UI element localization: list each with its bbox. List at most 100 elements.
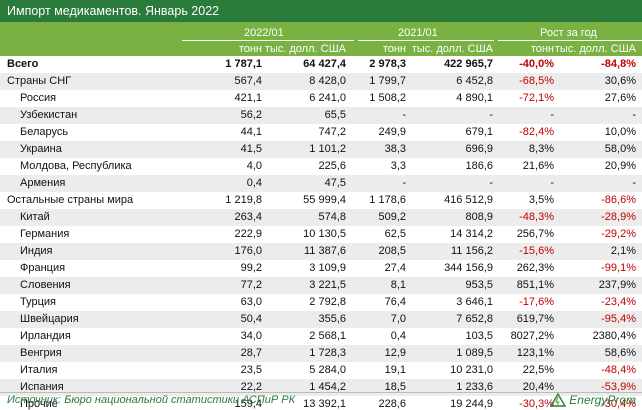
cell-growth-tons: -48,3% [519, 211, 554, 223]
cell-growth-usd: 27,6% [604, 92, 636, 104]
cell-tons-2021: 62,5 [384, 228, 406, 240]
cell-tons-2022: 50,4 [240, 313, 262, 325]
cell-usd-2021: 11 156,2 [450, 245, 493, 257]
cell-growth-usd: - [632, 177, 636, 189]
cell-usd-2021: 14 314,2 [450, 228, 493, 240]
cell-tons-2022: 23,5 [240, 364, 262, 376]
cell-tons-2021: 8,1 [390, 279, 406, 291]
cell-usd-2021: 679,1 [465, 126, 493, 138]
cell-usd-2022: 13 392,1 [303, 398, 346, 410]
cell-tons-2022: 44,1 [240, 126, 262, 138]
row-label: Словения [20, 279, 71, 291]
cell-usd-2022: 747,2 [318, 126, 346, 138]
unit-tons-2021: тонн [382, 43, 406, 55]
cell-growth-tons: - [550, 109, 554, 121]
cell-tons-2022: 41,5 [240, 143, 262, 155]
header-divider [182, 40, 354, 41]
cell-growth-usd: -29,2% [601, 228, 636, 240]
cell-usd-2022: 11 387,6 [303, 245, 346, 257]
row-label: Венгрия [20, 347, 62, 359]
cell-usd-2021: 7 652,8 [456, 313, 493, 325]
cell-usd-2022: 47,5 [324, 177, 346, 189]
cell-usd-2021: 416 512,9 [444, 194, 493, 206]
cell-growth-usd: -23,4% [601, 296, 636, 308]
footer-divider [0, 392, 642, 393]
cell-usd-2022: 355,6 [318, 313, 346, 325]
cell-growth-tons: -30,3% [519, 398, 554, 410]
cell-usd-2021: 103,5 [465, 330, 493, 342]
table-row: Остальные страны мира 1 219,8 55 999,4 1 17… [0, 192, 642, 209]
cell-usd-2021: 808,9 [465, 211, 493, 223]
cell-tons-2022: 4,0 [246, 160, 262, 172]
period-2021-header: 2021/01 [398, 27, 438, 39]
brand-logo: EnergyProm [550, 393, 636, 407]
row-label: Прочие [20, 398, 58, 410]
table-row: Словения 77,2 3 221,5 8,1 953,5 851,1% 237,9% [0, 277, 642, 294]
unit-tons-growth: тонн [530, 43, 554, 55]
cell-tons-2021: 0,4 [390, 330, 406, 342]
cell-usd-2021: 344 156,9 [444, 262, 493, 274]
cell-growth-usd: -86,6% [601, 194, 636, 206]
cell-usd-2021: 10 231,0 [450, 364, 493, 376]
cell-growth-tons: 262,3% [516, 262, 554, 274]
cell-growth-tons: -40,0% [519, 58, 554, 70]
row-label: Молдова, Республика [20, 160, 132, 172]
row-label: Украина [20, 143, 62, 155]
cell-usd-2021: 6 452,8 [456, 75, 493, 87]
cell-growth-tons: 256,7% [516, 228, 554, 240]
cell-tons-2022: 56,2 [240, 109, 262, 121]
table-row: Германия 222,9 10 130,5 62,5 14 314,2 256,7% -… [0, 226, 642, 243]
cell-usd-2022: 55 999,4 [303, 194, 346, 206]
cell-growth-tons: - [550, 177, 554, 189]
cell-growth-tons: 20,4% [522, 381, 554, 393]
table-row: Прочие 159,4 13 392,1 228,6 19 244,9 -30,3% -3… [0, 396, 642, 410]
cell-tons-2021: 3,3 [390, 160, 406, 172]
cell-growth-tons: -82,4% [519, 126, 554, 138]
cell-usd-2021: 4 890,1 [456, 92, 493, 104]
cell-growth-tons: -17,6% [519, 296, 554, 308]
cell-usd-2021: 422 965,7 [444, 58, 493, 70]
unit-usd-growth: тыс. долл. США [554, 43, 636, 55]
cell-tons-2022: 176,0 [234, 245, 262, 257]
cell-growth-usd: 237,9% [598, 279, 636, 291]
table-row: Беларусь 44,1 747,2 249,9 679,1 -82,4% 10,0% [0, 124, 642, 141]
row-label: Испания [20, 381, 64, 393]
cell-tons-2022: 567,4 [234, 75, 262, 87]
cell-usd-2022: 64 427,4 [303, 58, 346, 70]
table-title: Импорт медикаментов. Январь 2022 [0, 0, 642, 22]
cell-growth-tons: 8,3% [528, 143, 554, 155]
unit-tons-2022: тонн [238, 43, 262, 55]
row-label: Турция [20, 296, 56, 308]
row-label: Китай [20, 211, 50, 223]
cell-usd-2022: 2 568,1 [309, 330, 346, 342]
unit-usd-2021: тыс. долл. США [411, 43, 493, 55]
cell-tons-2021: 38,3 [384, 143, 406, 155]
period-2022-header: 2022/01 [244, 27, 284, 39]
cell-growth-tons: 21,6% [522, 160, 554, 172]
row-label: Швейцария [20, 313, 79, 325]
cell-usd-2021: 1 089,5 [456, 347, 493, 359]
cell-tons-2021: 19,1 [384, 364, 406, 376]
row-label: Страны СНГ [7, 75, 72, 87]
cell-tons-2021: 12,9 [384, 347, 406, 359]
cell-tons-2021: 1 178,6 [369, 194, 406, 206]
table-row: Украина 41,5 1 101,2 38,3 696,9 8,3% 58,0% [0, 141, 642, 158]
row-label: Ирландия [20, 330, 71, 342]
cell-usd-2021: 186,6 [465, 160, 493, 172]
cell-tons-2022: 159,4 [234, 398, 262, 410]
cell-growth-usd: -99,1% [601, 262, 636, 274]
row-label: Индия [20, 245, 53, 257]
cell-tons-2021: 249,9 [378, 126, 406, 138]
cell-tons-2022: 28,7 [240, 347, 262, 359]
cell-usd-2021: 1 233,6 [456, 381, 493, 393]
cell-growth-usd: 2380,4% [592, 330, 636, 342]
table-row: Ирландия 34,0 2 568,1 0,4 103,5 8027,2% 2380,4… [0, 328, 642, 345]
table-row: Италия 23,5 5 284,0 19,1 10 231,0 22,5% -48,4% [0, 362, 642, 379]
unit-usd-2022: тыс. долл. США [264, 43, 346, 55]
cell-usd-2022: 3 109,9 [309, 262, 346, 274]
cell-growth-tons: -15,6% [519, 245, 554, 257]
cell-growth-usd: - [632, 109, 636, 121]
cell-growth-tons: 619,7% [516, 313, 554, 325]
cell-growth-usd: -28,9% [601, 211, 636, 223]
table-row: Турция 63,0 2 792,8 76,4 3 646,1 -17,6% -23,4% [0, 294, 642, 311]
